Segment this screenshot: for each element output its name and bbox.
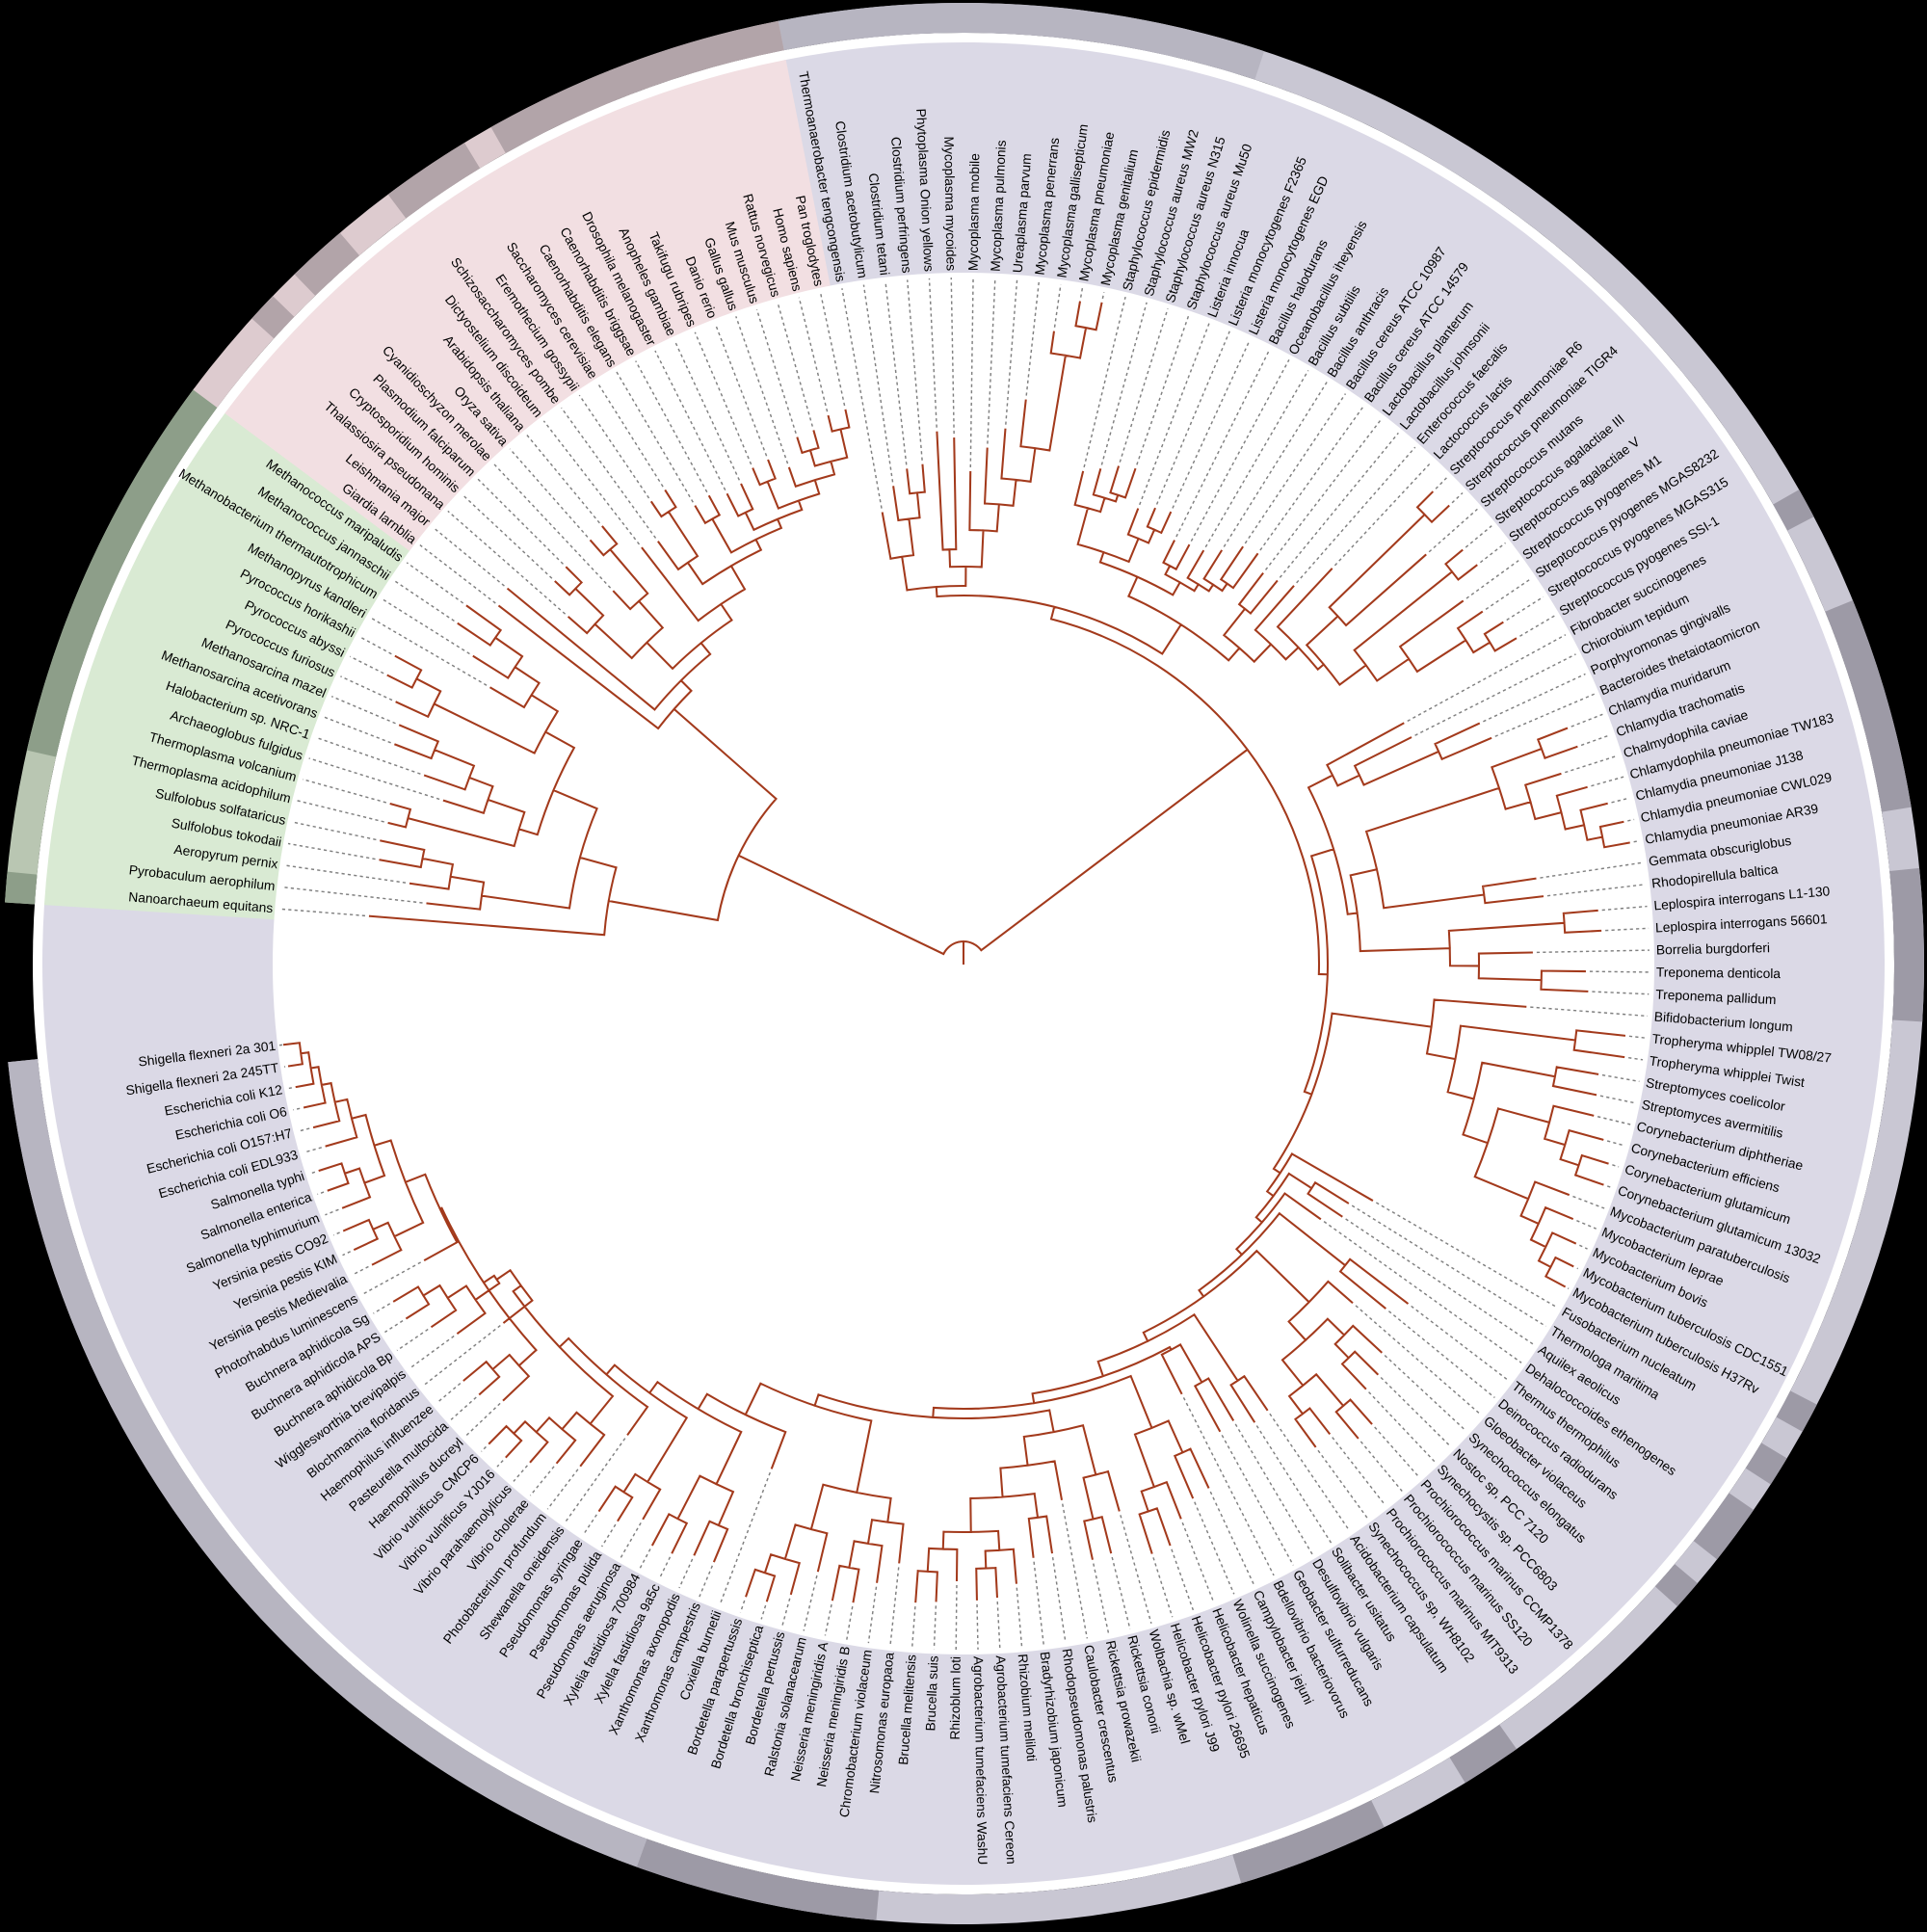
svg-text:Treponema denticola: Treponema denticola — [1656, 966, 1782, 982]
svg-text:Brucella suis: Brucella suis — [923, 1655, 940, 1732]
svg-text:Treponema pallidum: Treponema pallidum — [1655, 988, 1777, 1008]
svg-text:Agrobacterium tumefaciens Wash: Agrobacterium tumefaciens WashU — [971, 1656, 990, 1866]
svg-text:Rhizoblum loti: Rhizoblum loti — [948, 1656, 964, 1740]
svg-text:Mycoplasma mobile: Mycoplasma mobile — [966, 153, 983, 271]
svg-text:Mycoplasma mycoides: Mycoplasma mycoides — [941, 136, 959, 271]
svg-text:Mycoplasma pulmonis: Mycoplasma pulmonis — [989, 140, 1009, 272]
svg-text:Borrelia burgdorferi: Borrelia burgdorferi — [1656, 940, 1770, 957]
